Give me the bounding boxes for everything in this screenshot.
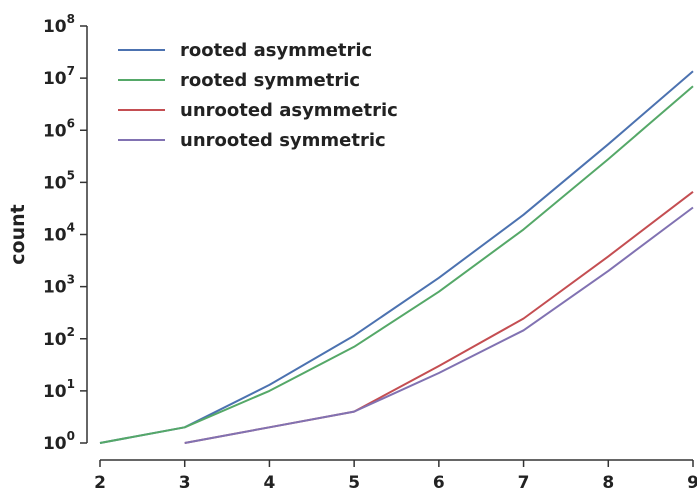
x-tick-label: 5 <box>348 473 360 491</box>
plot-lines <box>99 70 694 444</box>
legend-item: rooted asymmetric <box>118 40 372 61</box>
legend-label: unrooted symmetric <box>180 130 386 151</box>
y-axis-label: count <box>7 204 29 264</box>
y-tick-label: 108 <box>43 12 75 37</box>
legend-item: unrooted asymmetric <box>118 100 398 121</box>
y-tick-label: 102 <box>43 325 75 350</box>
x-tick-label: 8 <box>602 473 614 491</box>
legend-label: unrooted asymmetric <box>180 100 398 121</box>
x-tick-label: 7 <box>518 473 530 491</box>
x-tick-label: 3 <box>179 473 191 491</box>
legend-item: rooted symmetric <box>118 70 360 91</box>
y-tick-label: 101 <box>43 377 75 402</box>
x-tick-label: 9 <box>687 473 697 491</box>
legend-label: rooted asymmetric <box>180 40 372 61</box>
x-tick-label: 2 <box>94 473 106 491</box>
y-tick-label: 106 <box>43 116 75 141</box>
legend-label: rooted symmetric <box>180 70 360 91</box>
series-line-rooted-asymmetric <box>99 70 694 444</box>
x-tick-label: 6 <box>433 473 445 491</box>
series-line-unrooted-asymmetric <box>184 191 694 444</box>
legend: rooted asymmetric rooted symmetric unroote… <box>118 40 398 151</box>
series-line-unrooted-symmetric <box>184 206 694 444</box>
x-ticks: 2 3 4 5 6 7 8 9 <box>94 460 697 491</box>
y-tick-label: 104 <box>43 221 75 246</box>
axes: 100 101 102 103 104 105 106 107 108 2 3 4 5 6 7 8 9 cou… <box>7 12 697 491</box>
y-ticks: 100 101 102 103 104 105 106 107 108 <box>43 12 87 454</box>
x-tick-label: 4 <box>264 473 276 491</box>
y-tick-label: 107 <box>43 64 75 89</box>
series-line-rooted-symmetric <box>99 85 694 444</box>
legend-item: unrooted symmetric <box>118 130 386 151</box>
y-tick-label: 100 <box>43 429 75 454</box>
y-tick-label: 105 <box>43 168 75 193</box>
y-tick-label: 103 <box>43 273 75 298</box>
